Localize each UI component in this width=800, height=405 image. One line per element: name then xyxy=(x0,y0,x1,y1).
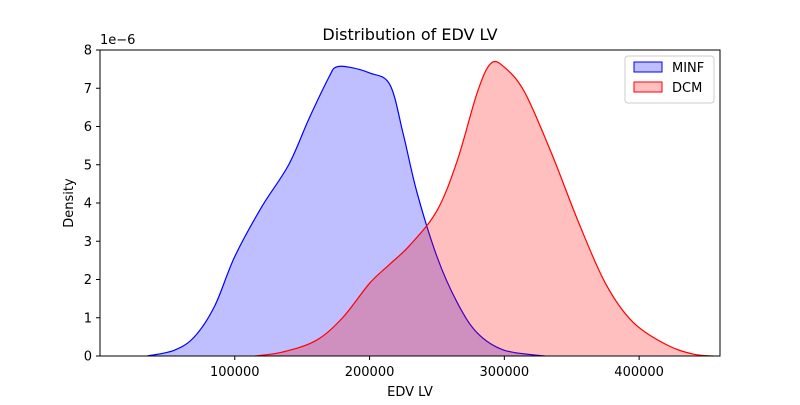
x-tick-label: 400000 xyxy=(614,365,664,380)
density-line-dcm xyxy=(254,60,714,357)
x-tick-label: 100000 xyxy=(210,365,260,380)
y-tick-label: 0 xyxy=(84,350,92,365)
legend-label-minf: MINF xyxy=(672,61,704,76)
density-line-minf xyxy=(147,65,545,357)
legend-box xyxy=(624,55,715,104)
legend-label-dcm: DCM xyxy=(672,81,702,96)
chart-title: Distribution of EDV LV xyxy=(322,25,497,44)
y-tick-label: 4 xyxy=(84,197,92,212)
density-fill-minf xyxy=(147,66,545,356)
y-tick-label: 8 xyxy=(84,44,92,59)
y-tick-label: 5 xyxy=(84,158,92,173)
legend-swatch-minf xyxy=(633,61,663,73)
y-tick-label: 3 xyxy=(84,235,92,250)
legend: MINF DCM xyxy=(624,55,715,104)
x-tick-label: 300000 xyxy=(480,365,530,380)
x-tick-label: 200000 xyxy=(345,365,395,380)
y-tick-label: 1 xyxy=(84,311,92,326)
y-offset-label: 1e−6 xyxy=(100,33,135,48)
plot-area xyxy=(99,49,721,357)
x-axis-label: EDV LV xyxy=(387,385,433,400)
y-tick-label: 7 xyxy=(84,82,92,97)
legend-swatch-dcm xyxy=(633,81,663,93)
y-axis-label: Density xyxy=(62,178,77,228)
y-tick-label: 2 xyxy=(84,273,92,288)
axis-ticks: 100000 200000 300000 400000 0 1 2 3 4 5 6 7 8 xyxy=(84,44,664,381)
density-fill-dcm xyxy=(255,61,714,357)
y-tick-label: 6 xyxy=(84,120,92,135)
